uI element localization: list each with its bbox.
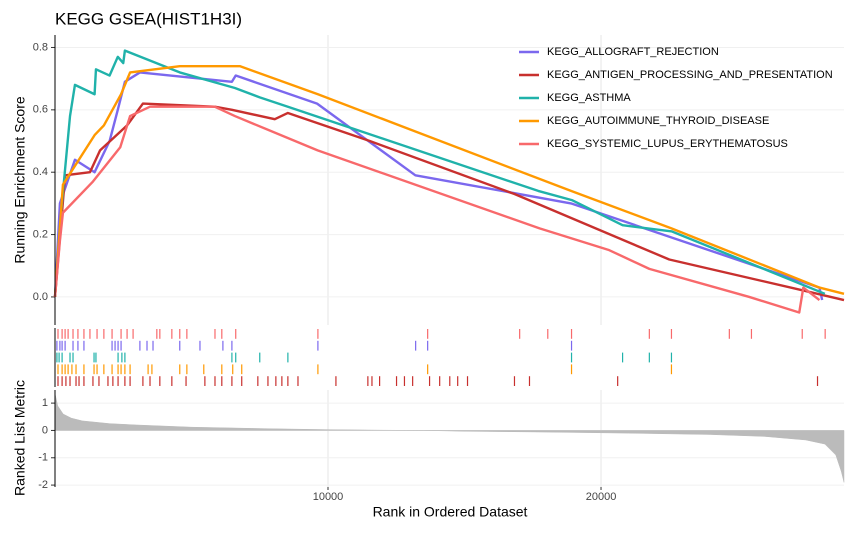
y-tick-label: 0.2 (33, 228, 48, 240)
y-tick-label: 0.0 (33, 291, 48, 303)
y-tick-label: -2 (38, 479, 48, 491)
chart-title: KEGG GSEA(HIST1H3I) (55, 9, 242, 28)
y-tick-label: 0.6 (33, 104, 48, 116)
x-tick-label: 20000 (586, 491, 617, 503)
metric-area (54, 393, 845, 483)
legend-label: KEGG_ALLOGRAFT_REJECTION (547, 46, 719, 58)
legend-label: KEGG_ANTIGEN_PROCESSING_AND_PRESENTATION (547, 69, 833, 81)
x-tick-label: 10000 (313, 491, 344, 503)
y-tick-label: 0.4 (33, 166, 48, 178)
enrichment-line (53, 102, 845, 302)
enrichment-line (53, 64, 845, 298)
y-tick-label: 0 (42, 424, 48, 436)
enrichment-line (53, 71, 824, 301)
y-axis-title: Ranked List Metric (12, 380, 28, 496)
legend-label: KEGG_ASTHMA (547, 92, 631, 104)
y-tick-label: 1 (42, 397, 48, 409)
x-axis-title: Rank in Ordered Dataset (373, 504, 528, 520)
y-axis-title: Running Enrichment Score (12, 96, 28, 264)
legend-label: KEGG_SYSTEMIC_LUPUS_ERYTHEMATOSUS (547, 138, 788, 150)
y-tick-label: 0.8 (33, 41, 48, 53)
y-tick-label: -1 (38, 452, 48, 464)
enrichment-line (53, 49, 826, 298)
enrichment-line (53, 105, 821, 314)
legend-label: KEGG_AUTOIMMUNE_THYROID_DISEASE (547, 115, 769, 127)
